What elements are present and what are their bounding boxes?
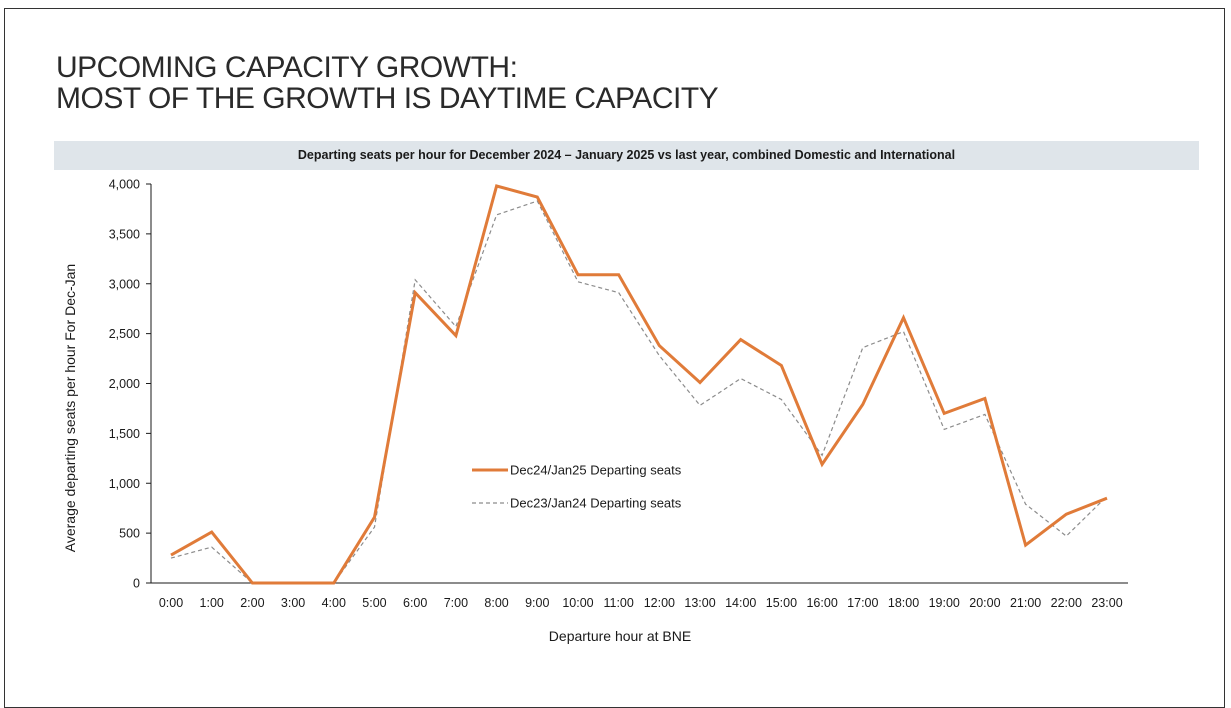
x-tick-label: 10:00 — [562, 596, 593, 610]
line-chart: 0 500 1,000 1,500 2,000 2,500 3,000 3,500 4,000 0… — [62, 178, 1128, 644]
y-tick-label: 2,000 — [109, 377, 140, 391]
x-tick-label: 18:00 — [888, 596, 919, 610]
x-tick-label: 23:00 — [1091, 596, 1122, 610]
slide-title: UPCOMING CAPACITY GROWTH: MOST OF THE GR… — [56, 51, 719, 115]
x-tick-label: 15:00 — [766, 596, 797, 610]
x-tick-label: 16:00 — [806, 596, 837, 610]
slide-title-line-2: MOST OF THE GROWTH IS DAYTIME CAPACITY — [56, 82, 719, 115]
x-tick-label: 17:00 — [847, 596, 878, 610]
slide-title-line-1: UPCOMING CAPACITY GROWTH: — [56, 51, 518, 84]
y-tick-label: 2,500 — [109, 327, 140, 341]
slide-frame — [4, 8, 1225, 708]
x-tick-label: 2:00 — [240, 596, 264, 610]
y-tick-label: 500 — [119, 527, 140, 541]
x-tick-label: 8:00 — [484, 596, 508, 610]
x-tick-label: 4:00 — [322, 596, 346, 610]
y-tick-label: 3,000 — [109, 277, 140, 291]
y-tick-label: 1,000 — [109, 477, 140, 491]
x-tick-label: 7:00 — [444, 596, 468, 610]
x-tick-label: 6:00 — [403, 596, 427, 610]
y-tick-label: 1,500 — [109, 427, 140, 441]
chart-title-banner: Departing seats per hour for December 20… — [54, 141, 1199, 170]
x-tick-label: 9:00 — [525, 596, 549, 610]
x-tick-label: 22:00 — [1051, 596, 1082, 610]
x-tick-label: 20:00 — [969, 596, 1000, 610]
y-tick-label: 3,500 — [109, 227, 140, 241]
x-tick-label: 11:00 — [603, 596, 633, 610]
x-tick-label: 19:00 — [929, 596, 960, 610]
chart-title: Departing seats per hour for December 20… — [297, 148, 956, 162]
x-tick-label: 1:00 — [200, 596, 224, 610]
series-line-0 — [170, 184, 1108, 585]
x-tick-label: 3:00 — [281, 596, 305, 610]
x-tick-label: 5:00 — [362, 596, 386, 610]
x-tick-label: 0:00 — [159, 596, 183, 610]
x-axis-title: Departure hour at BNE — [549, 628, 691, 644]
x-tick-label: 14:00 — [725, 596, 756, 610]
series-line-1 — [170, 200, 1108, 584]
legend-label-1: Dec23/Jan24 Departing seats — [510, 496, 682, 511]
legend-label-0: Dec24/Jan25 Departing seats — [510, 463, 682, 478]
y-axis-title: Average departing seats per hour For Dec… — [62, 264, 78, 552]
x-tick-label: 13:00 — [684, 596, 715, 610]
y-tick-label: 0 — [133, 577, 140, 591]
y-tick-label: 4,000 — [109, 178, 140, 192]
x-tick-label: 12:00 — [644, 596, 675, 610]
x-tick-label: 21:00 — [1010, 596, 1041, 610]
